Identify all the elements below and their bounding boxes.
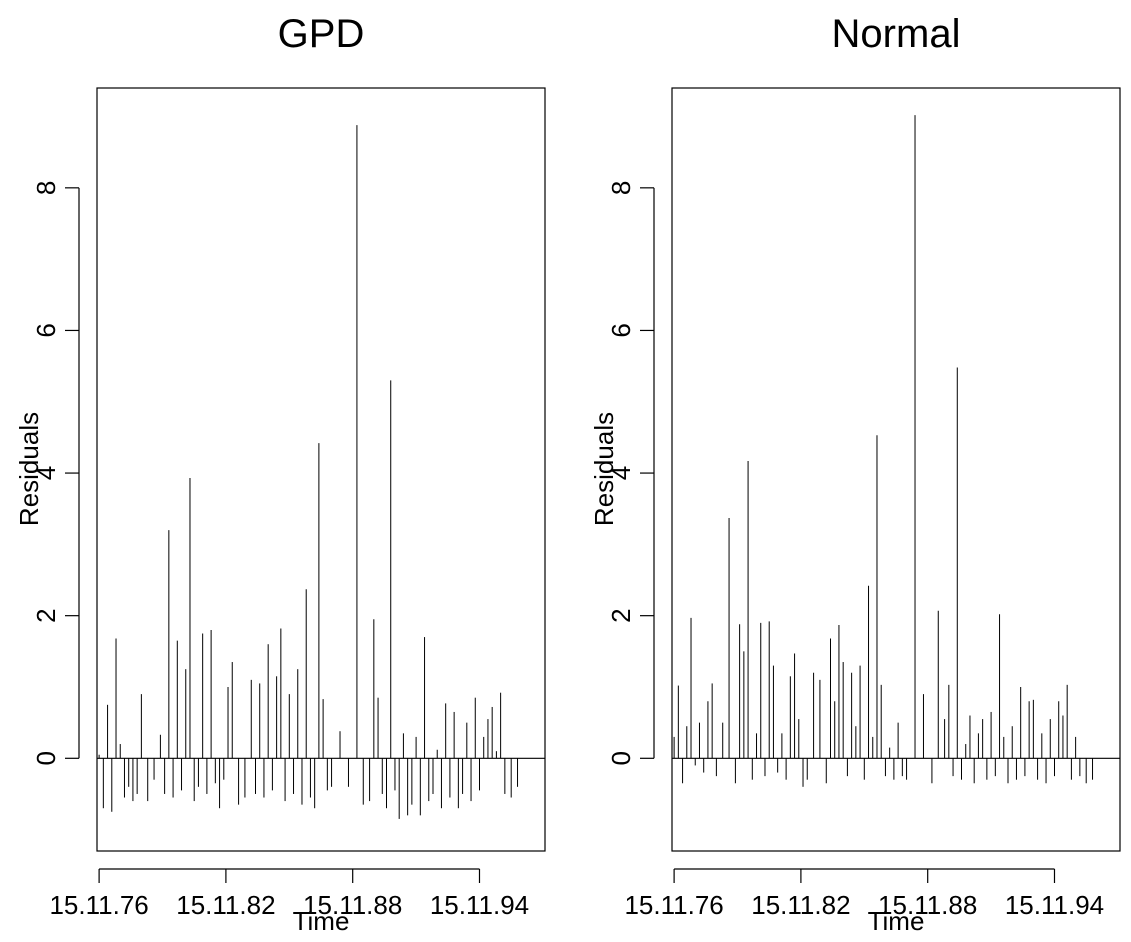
normal-panel: Normal 15.11.76 15.11.82 15.11.88 15.11.94 … bbox=[589, 12, 1121, 936]
normal-y-axis-label: Residuals bbox=[589, 412, 619, 526]
normal-plot-frame bbox=[671, 87, 1121, 852]
normal-y-tick-label: 8 bbox=[606, 181, 636, 195]
gpd-x-tick-label: 15.11.76 bbox=[49, 890, 148, 920]
normal-x-axis-label: Time bbox=[868, 906, 925, 936]
gpd-y-tick-label: 8 bbox=[31, 181, 61, 195]
normal-y-tick-label: 6 bbox=[606, 323, 636, 337]
gpd-x-axis: 15.11.76 15.11.82 15.11.88 15.11.94 bbox=[49, 868, 529, 920]
normal-spikes bbox=[672, 115, 1120, 787]
gpd-x-tick-label: 15.11.88 bbox=[303, 890, 402, 920]
gpd-y-axis: 0 2 4 6 8 bbox=[31, 181, 80, 766]
normal-x-axis: 15.11.76 15.11.82 15.11.88 15.11.94 bbox=[624, 868, 1104, 920]
gpd-y-tick-label: 0 bbox=[31, 751, 61, 765]
normal-y-tick-label: 0 bbox=[606, 751, 636, 765]
normal-chart-title: Normal bbox=[832, 12, 961, 56]
normal-y-tick-label: 2 bbox=[606, 608, 636, 622]
gpd-y-tick-label: 4 bbox=[31, 466, 61, 480]
normal-x-tick-label: 15.11.76 bbox=[624, 890, 723, 920]
gpd-chart-title: GPD bbox=[278, 12, 365, 56]
normal-y-tick-label: 4 bbox=[606, 466, 636, 480]
normal-x-tick-label: 15.11.94 bbox=[1005, 890, 1104, 920]
gpd-x-axis-label: Time bbox=[293, 906, 350, 936]
gpd-y-tick-label: 6 bbox=[31, 323, 61, 337]
normal-x-tick-label: 15.11.82 bbox=[751, 890, 850, 920]
gpd-x-tick-label: 15.11.94 bbox=[430, 890, 529, 920]
gpd-plot-frame bbox=[96, 87, 546, 852]
gpd-y-tick-label: 2 bbox=[31, 608, 61, 622]
gpd-panel: GPD 15.11.76 15.11.82 15.11.88 15.11.94 0 2 4… bbox=[14, 12, 546, 936]
normal-y-axis: 0 2 4 6 8 bbox=[606, 181, 655, 766]
normal-x-tick-label: 15.11.88 bbox=[878, 890, 977, 920]
gpd-x-tick-label: 15.11.82 bbox=[176, 890, 275, 920]
gpd-spikes bbox=[97, 125, 545, 819]
gpd-y-axis-label: Residuals bbox=[14, 412, 44, 526]
